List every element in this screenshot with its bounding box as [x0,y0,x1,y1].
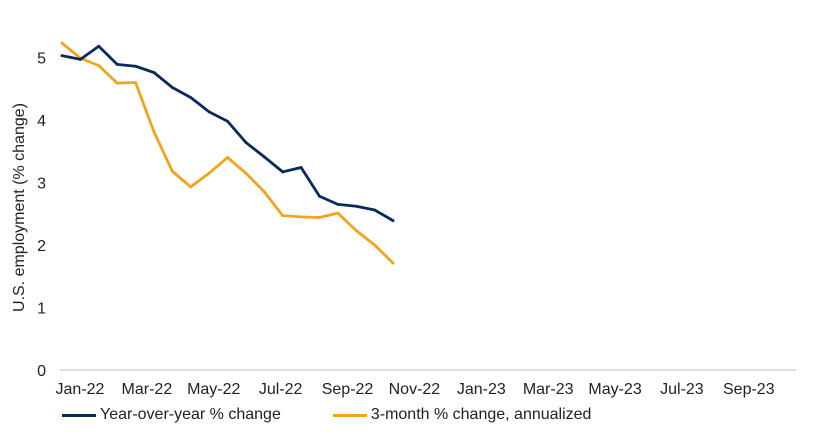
data-point-3month [134,81,137,84]
x-tick-label: Jul-22 [259,381,303,398]
y-tick-label: 3 [37,176,46,193]
data-point-yoy [262,155,266,159]
x-tick-label: Sep-23 [723,381,775,398]
series-line-yoy [60,44,395,223]
data-point-yoy [97,44,101,48]
x-tick-label: Nov-22 [389,381,441,398]
data-point-yoy [354,204,358,208]
data-point-3month [373,243,377,247]
data-point-yoy [299,166,303,169]
legend: Year-over-year % change 3-month % change… [62,406,643,424]
data-point-3month [152,130,156,134]
data-point-yoy [60,54,64,58]
y-tick-label: 4 [37,113,46,130]
legend-item-yoy: Year-over-year % change [62,406,281,424]
data-point-3month [336,211,340,215]
data-point-yoy [318,194,321,198]
series-line-3month [60,41,395,265]
legend-label-yoy: Year-over-year % change [100,406,281,423]
data-point-3month [189,185,193,189]
x-tick-label: May-23 [588,381,641,398]
x-tick-label: Mar-23 [523,381,574,398]
data-point-yoy [336,202,340,206]
data-point-yoy [281,170,285,174]
data-point-3month [97,64,101,68]
x-tick-label: May-22 [187,381,240,398]
data-point-3month [391,261,395,265]
legend-item-3month: 3-month % change, annualized [332,406,592,424]
data-point-yoy [373,208,377,212]
data-point-3month [281,214,285,218]
y-tick-label: 5 [37,51,46,68]
y-tick-label: 0 [37,363,46,380]
x-tick-label: Sep-22 [322,381,374,398]
data-point-3month [226,156,229,159]
data-point-3month [262,190,266,194]
data-point-3month [354,229,358,233]
data-point-yoy [207,110,211,114]
data-point-yoy [78,57,82,61]
data-point-yoy [226,119,229,123]
x-tick-label: Mar-22 [122,381,173,398]
x-tick-label: Jan-22 [56,381,105,398]
data-point-yoy [134,64,137,68]
data-point-yoy [152,71,156,74]
y-axis-title: U.S. employment (% change) [11,103,28,312]
data-point-yoy [115,62,119,66]
legend-swatch-3month [332,413,367,417]
data-point-3month [318,216,321,219]
data-point-3month [244,171,248,175]
x-tick-label: Jan-23 [457,381,506,398]
data-point-yoy [244,141,248,144]
y-tick-label: 1 [37,301,46,318]
data-point-3month [299,215,303,219]
data-point-yoy [170,86,174,89]
y-tick-label: 2 [37,238,46,255]
x-tick-label: Jul-23 [660,381,704,398]
data-point-3month [207,171,211,175]
legend-swatch-yoy [62,413,96,417]
data-point-3month [115,81,119,85]
data-point-3month [60,41,64,45]
data-point-yoy [391,219,395,223]
legend-label-3month: 3-month % change, annualized [370,406,592,423]
data-point-yoy [189,96,193,99]
data-point-3month [170,169,174,173]
